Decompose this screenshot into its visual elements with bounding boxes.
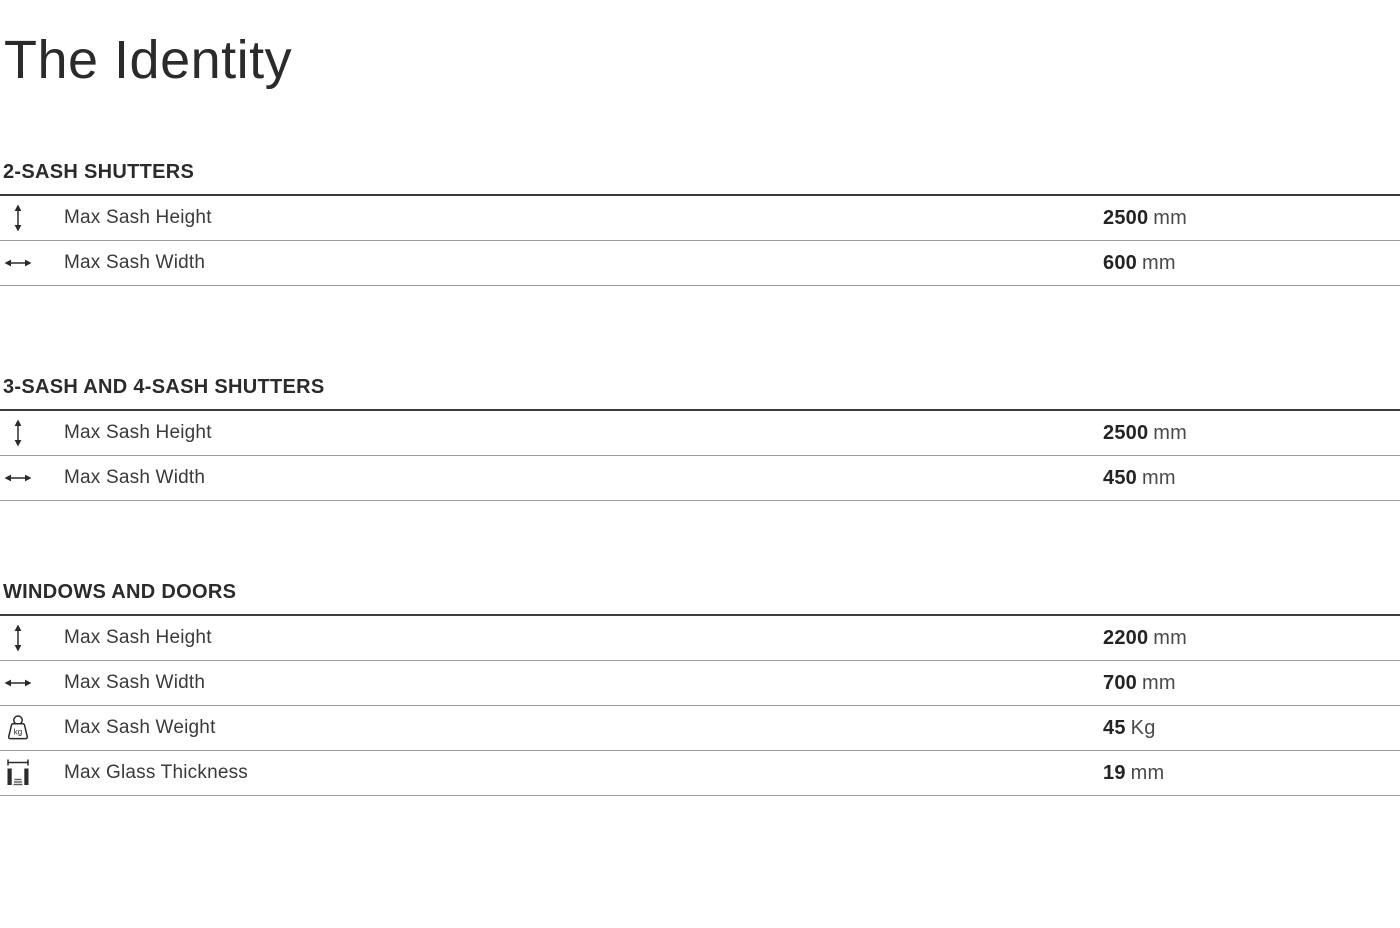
table-row: Max Sash Height 2500 mm [0, 196, 1400, 241]
value-number: 2500 [1103, 206, 1149, 229]
width-arrow-icon [4, 679, 32, 687]
spec-label: Max Sash Width [64, 252, 206, 273]
spec-label: Max Sash Height [64, 627, 212, 648]
spec-label: Max Sash Height [64, 207, 212, 228]
table-row: kg Max Sash Weight 45 Kg [0, 706, 1400, 751]
section-3-4-sash-shutters: 3-SASH AND 4-SASH SHUTTERS Max Sash Heig… [0, 374, 1400, 501]
height-arrow-icon [14, 419, 22, 447]
width-arrow-icon [4, 259, 32, 267]
table-row: Max Glass Thickness 19 mm [0, 751, 1400, 796]
value-unit: mm [1141, 466, 1176, 489]
spec-value: 2500 mm [1103, 207, 1400, 230]
table-row: Max Sash Width 600 mm [0, 241, 1400, 286]
spec-table: Max Sash Height 2500 mm Max Sash Width 45… [0, 409, 1400, 501]
spec-label: Max Glass Thickness [64, 762, 249, 783]
value-number: 450 [1103, 466, 1137, 489]
width-arrow-icon [4, 474, 32, 482]
spec-label: Max Sash Width [64, 672, 206, 693]
svg-text:kg: kg [14, 728, 22, 737]
spec-value: 19 mm [1103, 762, 1400, 785]
page-title: The Identity [4, 30, 293, 90]
section-heading: 3-SASH AND 4-SASH SHUTTERS [3, 376, 325, 398]
spec-label: Max Sash Weight [64, 717, 216, 738]
value-number: 2200 [1103, 626, 1149, 649]
table-row: Max Sash Width 700 mm [0, 661, 1400, 706]
spec-value: 700 mm [1103, 672, 1400, 695]
spec-value: 45 Kg [1103, 717, 1400, 740]
table-row: Max Sash Height 2200 mm [0, 616, 1400, 661]
section-windows-and-doors: WINDOWS AND DOORS Max Sash Height 2200 mm [0, 579, 1400, 796]
spec-label: Max Sash Width [64, 467, 206, 488]
value-number: 45 [1103, 716, 1126, 739]
value-number: 600 [1103, 251, 1137, 274]
glass-thickness-icon [7, 759, 29, 786]
weight-kg-icon: kg [7, 715, 29, 740]
value-unit: mm [1130, 761, 1165, 784]
spec-table: Max Sash Height 2200 mm Max Sash Width 70… [0, 614, 1400, 796]
spec-value: 600 mm [1103, 252, 1400, 275]
spec-value: 450 mm [1103, 467, 1400, 490]
spec-table: Max Sash Height 2500 mm Max Sash Width 60… [0, 194, 1400, 286]
value-unit: Kg [1130, 716, 1156, 739]
value-unit: mm [1141, 671, 1176, 694]
value-number: 19 [1103, 761, 1126, 784]
spec-value: 2500 mm [1103, 422, 1400, 445]
section-2-sash-shutters: 2-SASH SHUTTERS Max Sash Height 2500 mm [0, 159, 1400, 286]
value-number: 2500 [1103, 421, 1149, 444]
value-unit: mm [1141, 251, 1176, 274]
table-row: Max Sash Height 2500 mm [0, 411, 1400, 456]
value-unit: mm [1153, 421, 1188, 444]
height-arrow-icon [14, 624, 22, 652]
value-unit: mm [1153, 206, 1188, 229]
table-row: Max Sash Width 450 mm [0, 456, 1400, 501]
height-arrow-icon [14, 204, 22, 232]
value-unit: mm [1153, 626, 1188, 649]
section-heading: 2-SASH SHUTTERS [3, 161, 195, 183]
section-heading: WINDOWS AND DOORS [3, 581, 237, 603]
spec-value: 2200 mm [1103, 627, 1400, 650]
value-number: 700 [1103, 671, 1137, 694]
spec-label: Max Sash Height [64, 422, 212, 443]
